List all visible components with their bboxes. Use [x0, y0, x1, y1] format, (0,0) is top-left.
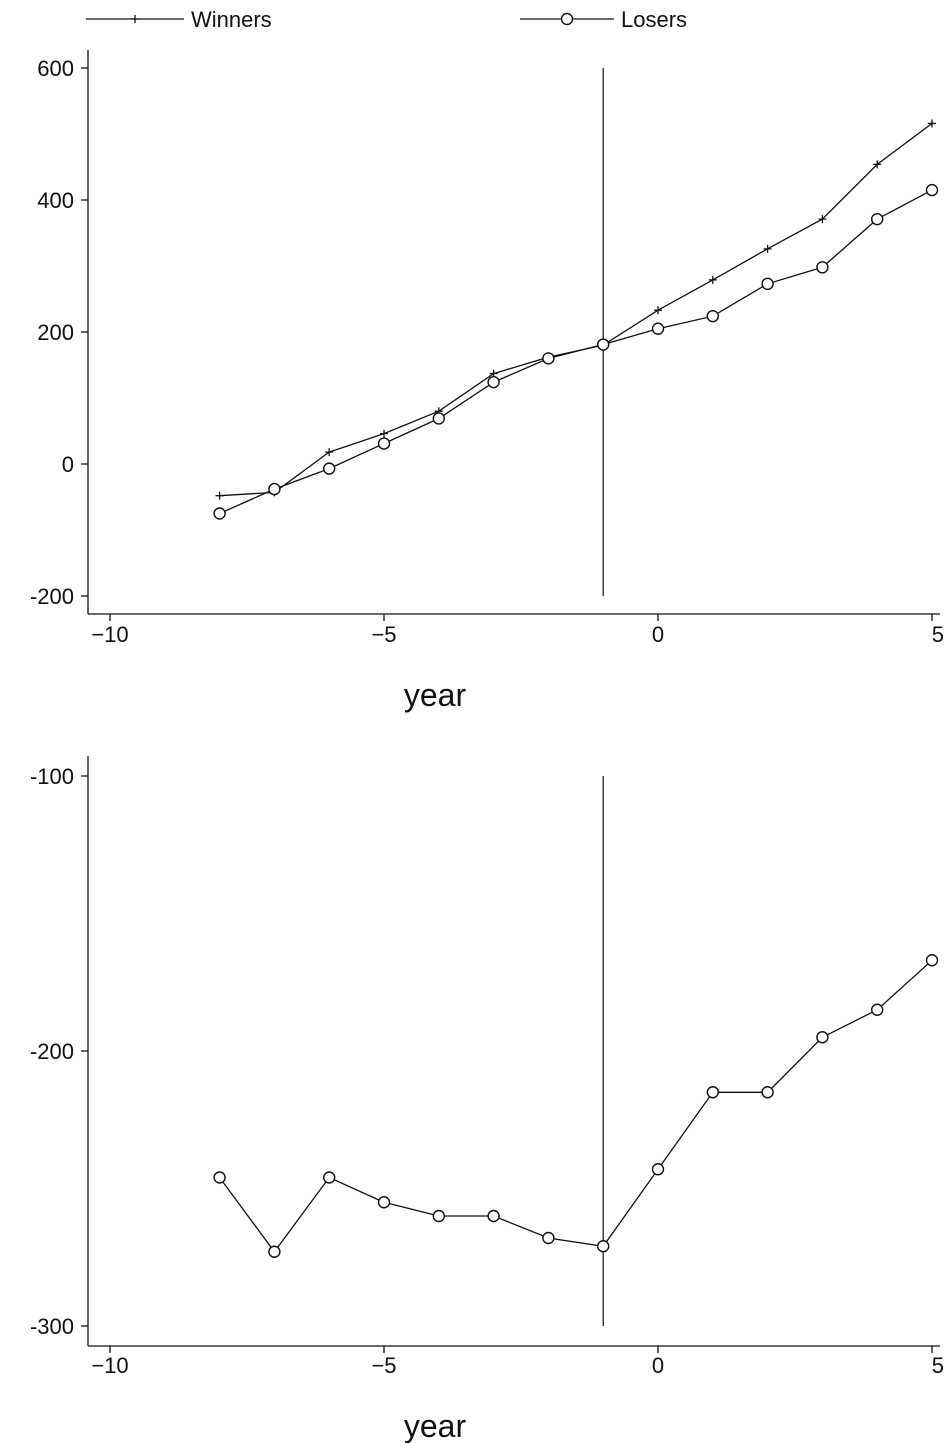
y-tick-label: -200 [30, 584, 74, 609]
y-tick-label: -100 [30, 764, 74, 789]
data-point [432, 1209, 445, 1223]
chart-top: -200 0 200 400 600 −10 −5 0 5 year [30, 50, 944, 713]
legend-marker [131, 15, 139, 23]
data-point [268, 1245, 281, 1258]
data-point [706, 1086, 719, 1099]
data-point [377, 437, 391, 450]
data-point [706, 309, 719, 323]
data-point [818, 215, 827, 224]
y-tick-label: 600 [37, 56, 74, 81]
x-tick-label: −10 [91, 1353, 128, 1378]
data-point [871, 212, 884, 226]
legend-label: Losers [621, 7, 687, 32]
data-point [816, 1031, 829, 1044]
series-line-losers [219, 189, 933, 515]
data-point [925, 954, 939, 967]
data-point [215, 491, 224, 500]
data-point [651, 1163, 665, 1176]
data-point [432, 412, 445, 425]
data-point [487, 1209, 500, 1223]
x-tick-label: 5 [932, 1353, 944, 1378]
x-tick-label: 0 [652, 1353, 664, 1378]
series-line-winners [219, 122, 933, 497]
data-point [597, 1240, 610, 1253]
x-tick-label: −10 [91, 622, 128, 647]
y-tick-label: -200 [30, 1039, 74, 1064]
data-point [268, 482, 281, 496]
data-point [871, 1003, 884, 1016]
data-point [928, 119, 936, 128]
y-tick-label: 400 [37, 188, 74, 213]
x-tick-label: 5 [932, 622, 944, 647]
data-point [654, 306, 662, 315]
data-point [761, 1086, 774, 1099]
data-point [542, 1231, 555, 1245]
data-point [708, 275, 717, 284]
data-point [213, 507, 226, 520]
legend: Winners Losers [86, 7, 687, 32]
data-point [763, 244, 772, 253]
x-tick-label: −5 [371, 1353, 396, 1378]
data-point [873, 160, 882, 169]
y-tick-label: 200 [37, 320, 74, 345]
series-line-series-0 [219, 959, 933, 1253]
data-point [925, 183, 939, 197]
x-tick-label: −5 [371, 622, 396, 647]
data-point [377, 1196, 391, 1209]
chart-bottom: -300 -200 -100 −10 −5 0 5 year [30, 756, 944, 1443]
data-point [542, 352, 555, 365]
data-point [651, 322, 665, 335]
x-tick-label: 0 [652, 622, 664, 647]
legend-label: Winners [191, 7, 272, 32]
legend-marker [560, 12, 574, 26]
data-point [325, 448, 334, 457]
data-point [487, 375, 500, 389]
y-tick-label: 0 [62, 452, 74, 477]
data-point [323, 1171, 336, 1184]
data-point [816, 261, 829, 274]
data-point [323, 462, 336, 475]
data-point [380, 429, 388, 438]
data-point [597, 338, 610, 351]
y-tick-label: -300 [30, 1314, 74, 1339]
data-point [213, 1171, 226, 1184]
data-point [761, 277, 774, 291]
x-axis-title: year [404, 1408, 467, 1443]
x-axis-title: year [404, 677, 467, 713]
